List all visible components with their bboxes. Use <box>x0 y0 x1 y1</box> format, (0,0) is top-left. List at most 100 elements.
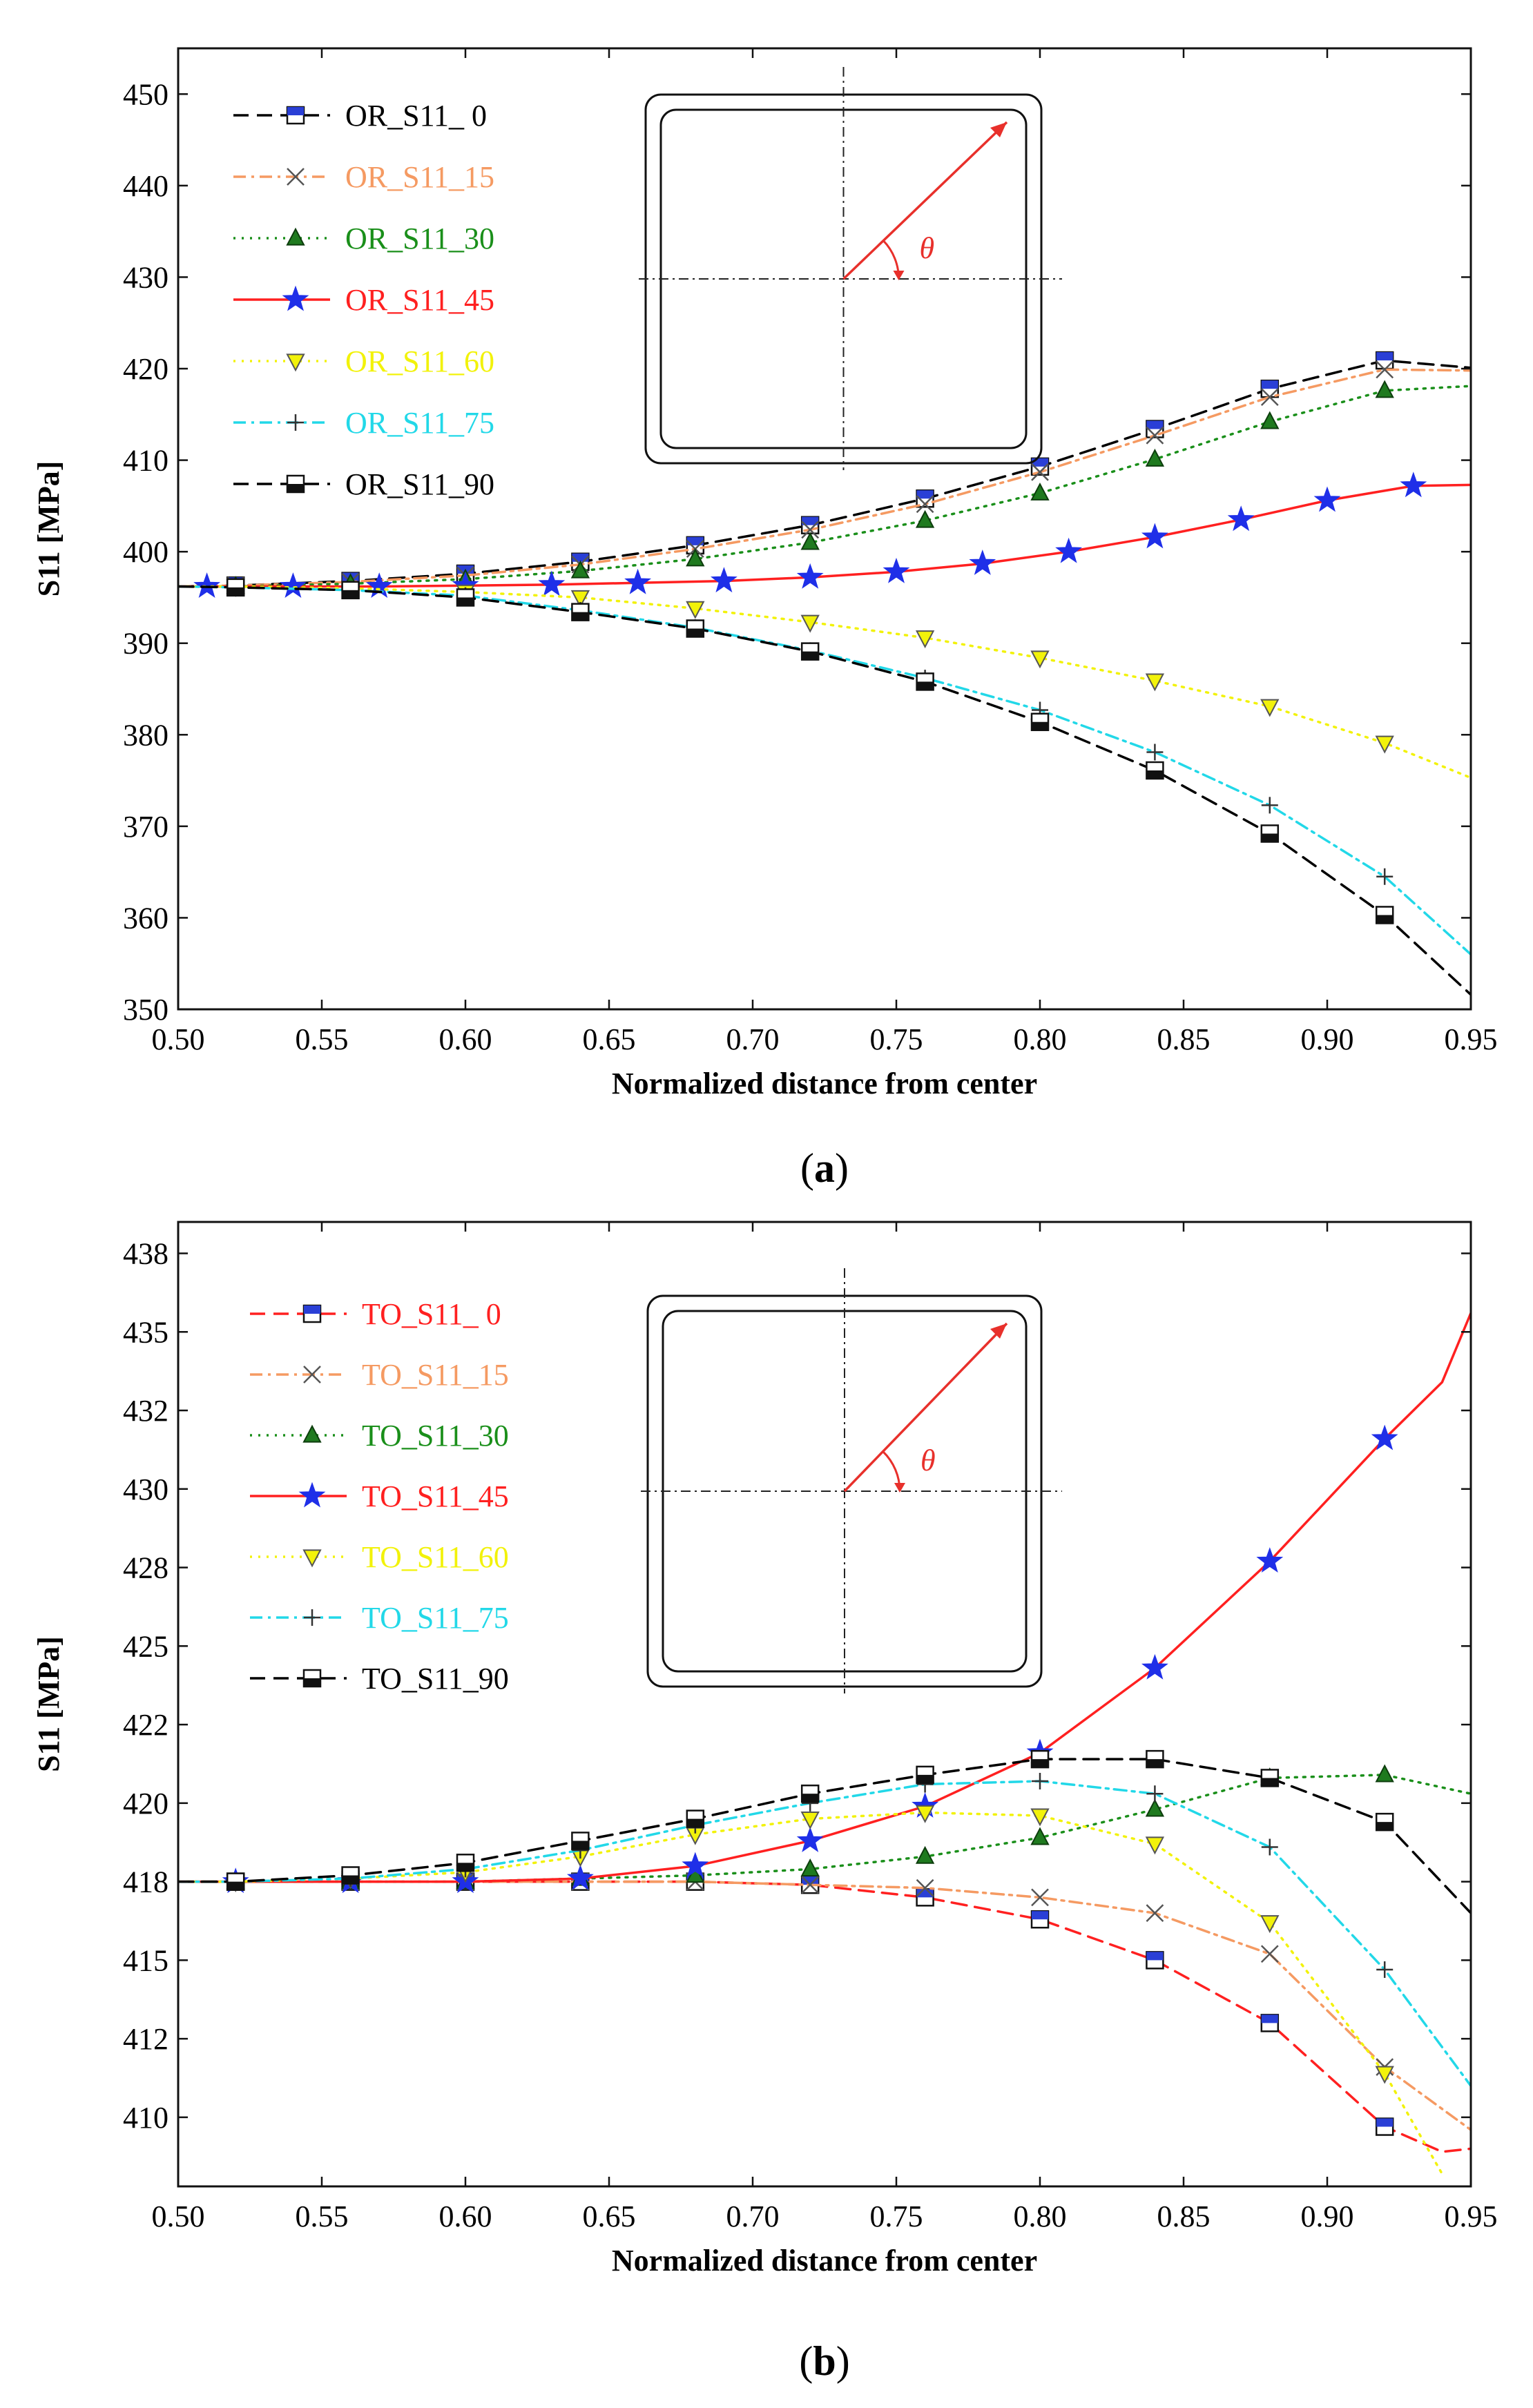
data-point-s0-top <box>802 516 819 525</box>
x-tick-label: 0.75 <box>870 2200 923 2233</box>
data-point-s15 <box>1146 426 1164 445</box>
data-point-s90-bottom <box>1032 721 1048 730</box>
data-point-s15 <box>1260 1945 1279 1963</box>
legend-label: OR_S11_45 <box>345 283 494 317</box>
data-point-s0-top <box>1261 2014 1278 2023</box>
y-tick-label: 435 <box>123 1315 168 1349</box>
y-tick-label: 390 <box>123 627 168 661</box>
inset-arrow-head <box>990 122 1007 137</box>
y-tick-label: 430 <box>123 260 168 294</box>
data-point-s45 <box>796 1827 824 1852</box>
data-point-s30 <box>800 532 820 550</box>
data-point-s30 <box>800 1858 820 1877</box>
data-point-s45 <box>624 568 652 594</box>
y-tick-label: 415 <box>123 1943 168 1977</box>
data-point-s30 <box>915 1845 935 1864</box>
legend-label: TO_S11_60 <box>362 1540 509 1574</box>
data-point-s45 <box>538 570 566 596</box>
data-point-s45 <box>1141 523 1168 549</box>
y-tick-label: 410 <box>123 444 168 478</box>
data-point-s45 <box>365 572 393 599</box>
legend-item-s30: TO_S11_30 <box>250 1419 509 1453</box>
data-point-s90-bottom <box>342 1875 359 1884</box>
series-line-s90 <box>178 585 1471 996</box>
data-point-s0-top <box>1376 2118 1394 2127</box>
data-point-s15 <box>916 1878 934 1897</box>
legend-item-s15: OR_S11_15 <box>233 160 494 194</box>
legend-item-s60: TO_S11_60 <box>250 1540 509 1574</box>
legend-marker-bottom <box>304 1678 320 1687</box>
x-tick-label: 0.50 <box>152 1022 205 1056</box>
data-point-s15 <box>1031 1888 1049 1907</box>
data-point-s0-top <box>802 1876 819 1885</box>
legend-label: TO_S11_90 <box>362 1662 509 1696</box>
data-point-s60 <box>800 1811 820 1829</box>
data-point-s30 <box>1260 411 1280 429</box>
caption-close: ) <box>835 1145 849 1191</box>
legend-label: OR_S11_ 0 <box>345 99 487 133</box>
data-point-s30 <box>686 548 705 567</box>
data-point-s90-bottom <box>802 1794 819 1803</box>
data-point-s75 <box>1261 797 1278 814</box>
data-point-s45 <box>1055 537 1083 563</box>
inset-theta-label: θ <box>920 231 935 265</box>
data-point-s75 <box>1376 1961 1394 1979</box>
data-point-s60 <box>1030 1808 1050 1827</box>
data-point-s90-bottom <box>342 590 359 599</box>
y-tick-label: 422 <box>123 1708 168 1742</box>
data-point-s0-top <box>1032 1911 1048 1920</box>
legend-item-s0: TO_S11_ 0 <box>250 1297 501 1331</box>
legend-label: OR_S11_90 <box>345 467 494 501</box>
data-point-s90-bottom <box>916 681 934 690</box>
y-tick-label: 438 <box>123 1237 168 1271</box>
y-tick-label: 400 <box>123 535 168 569</box>
plot-frame <box>177 47 1472 1011</box>
y-tick-label: 380 <box>123 718 168 752</box>
x-axis-label: Normalized distance from center <box>612 1067 1037 1100</box>
data-point-s45 <box>710 567 737 593</box>
data-point-s75 <box>1146 1785 1164 1803</box>
legend-marker <box>302 1549 322 1568</box>
legend-marker <box>302 1424 322 1443</box>
data-point-s45 <box>1141 1653 1168 1680</box>
legend-marker <box>286 227 305 246</box>
caption-letter: a <box>814 1145 835 1191</box>
data-point-s45 <box>1256 1547 1284 1573</box>
data-point-s30 <box>1145 448 1165 467</box>
data-point-s90-bottom <box>916 1774 934 1783</box>
y-tick-label: 450 <box>123 77 168 111</box>
data-point-s0-top <box>1261 380 1278 389</box>
data-point-s75 <box>1261 1838 1278 1856</box>
data-point-s45 <box>1371 1424 1398 1450</box>
x-tick-label: 0.60 <box>439 1022 492 1056</box>
legend-item-s0: OR_S11_ 0 <box>233 99 487 133</box>
legend-label: OR_S11_15 <box>345 160 494 194</box>
legend-marker-top <box>304 1305 320 1314</box>
data-point-s60 <box>1145 1836 1165 1855</box>
inset-arc-head <box>893 271 905 280</box>
data-point-s60 <box>915 630 935 649</box>
legend-marker <box>303 1366 321 1383</box>
data-point-s90-bottom <box>572 1841 589 1849</box>
data-point-s15 <box>801 521 820 539</box>
y-tick-label: 440 <box>123 169 168 203</box>
data-point-s45 <box>1400 472 1427 498</box>
legend-item-s90: OR_S11_90 <box>233 467 494 501</box>
inset-direction-arrow <box>842 121 1008 280</box>
legend-label: OR_S11_75 <box>345 406 494 440</box>
data-point-s0-top <box>1376 352 1394 361</box>
x-tick-label: 0.55 <box>296 1022 349 1056</box>
data-point-s15 <box>1260 388 1279 406</box>
series-s15 <box>178 1872 1471 2131</box>
x-tick-label: 0.85 <box>1157 1022 1211 1056</box>
x-tick-label: 0.65 <box>583 1022 636 1056</box>
legend-label: TO_S11_75 <box>362 1601 509 1635</box>
y-tick-label: 430 <box>123 1473 168 1506</box>
y-axis-label: S11 [MPa] <box>32 461 66 597</box>
data-point-s0-top <box>1146 1952 1164 1961</box>
y-tick-label: 412 <box>123 2022 168 2056</box>
data-point-s60 <box>915 1805 935 1823</box>
inset-arrow-head <box>990 1323 1007 1339</box>
legend: OR_S11_ 0 OR_S11_15 OR_S11_30 OR_S11_45 OR_S… <box>233 99 494 501</box>
data-point-s15 <box>916 495 934 514</box>
